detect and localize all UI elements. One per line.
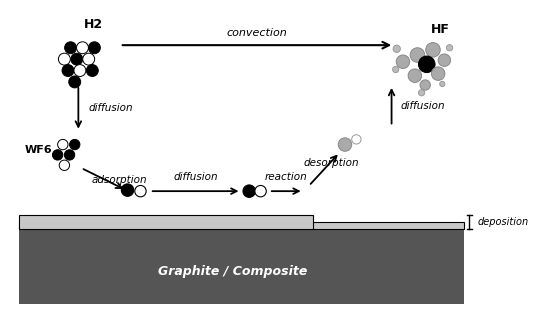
Circle shape bbox=[243, 185, 255, 198]
Text: Graphite / Composite: Graphite / Composite bbox=[158, 265, 307, 278]
Circle shape bbox=[83, 53, 95, 65]
Circle shape bbox=[446, 45, 452, 51]
Circle shape bbox=[69, 76, 81, 88]
Text: H2: H2 bbox=[84, 18, 103, 31]
Circle shape bbox=[440, 81, 445, 87]
Circle shape bbox=[65, 42, 77, 54]
Circle shape bbox=[74, 65, 86, 77]
Text: HF: HF bbox=[431, 23, 450, 36]
Text: diffusion: diffusion bbox=[400, 101, 445, 111]
Circle shape bbox=[431, 67, 445, 80]
Circle shape bbox=[352, 135, 361, 144]
Bar bbox=[19, 229, 464, 304]
Text: diffusion: diffusion bbox=[88, 103, 133, 113]
Text: diffusion: diffusion bbox=[174, 172, 218, 182]
Circle shape bbox=[393, 45, 400, 52]
Circle shape bbox=[121, 184, 134, 196]
Circle shape bbox=[58, 53, 70, 65]
Text: convection: convection bbox=[227, 28, 287, 38]
Circle shape bbox=[86, 65, 98, 77]
Circle shape bbox=[70, 139, 80, 150]
Circle shape bbox=[135, 186, 146, 197]
Circle shape bbox=[53, 150, 63, 160]
Circle shape bbox=[338, 138, 352, 151]
Circle shape bbox=[438, 54, 451, 66]
Circle shape bbox=[426, 43, 440, 57]
Text: WF6: WF6 bbox=[25, 145, 53, 155]
Circle shape bbox=[77, 42, 88, 54]
Circle shape bbox=[71, 53, 83, 65]
Text: deposition: deposition bbox=[478, 217, 529, 227]
Circle shape bbox=[408, 69, 422, 83]
Text: desorption: desorption bbox=[303, 158, 359, 168]
Circle shape bbox=[62, 65, 74, 77]
Circle shape bbox=[396, 55, 410, 68]
Circle shape bbox=[255, 186, 266, 197]
Circle shape bbox=[88, 42, 100, 54]
Circle shape bbox=[58, 139, 68, 150]
Bar bbox=[19, 222, 464, 229]
Text: reaction: reaction bbox=[265, 172, 308, 182]
Circle shape bbox=[420, 80, 430, 90]
Circle shape bbox=[64, 150, 75, 160]
Circle shape bbox=[419, 90, 425, 96]
Text: adsorption: adsorption bbox=[91, 175, 147, 185]
Circle shape bbox=[410, 48, 425, 62]
Circle shape bbox=[59, 160, 70, 170]
Circle shape bbox=[419, 56, 435, 72]
Circle shape bbox=[392, 66, 399, 72]
Bar bbox=[19, 215, 312, 229]
